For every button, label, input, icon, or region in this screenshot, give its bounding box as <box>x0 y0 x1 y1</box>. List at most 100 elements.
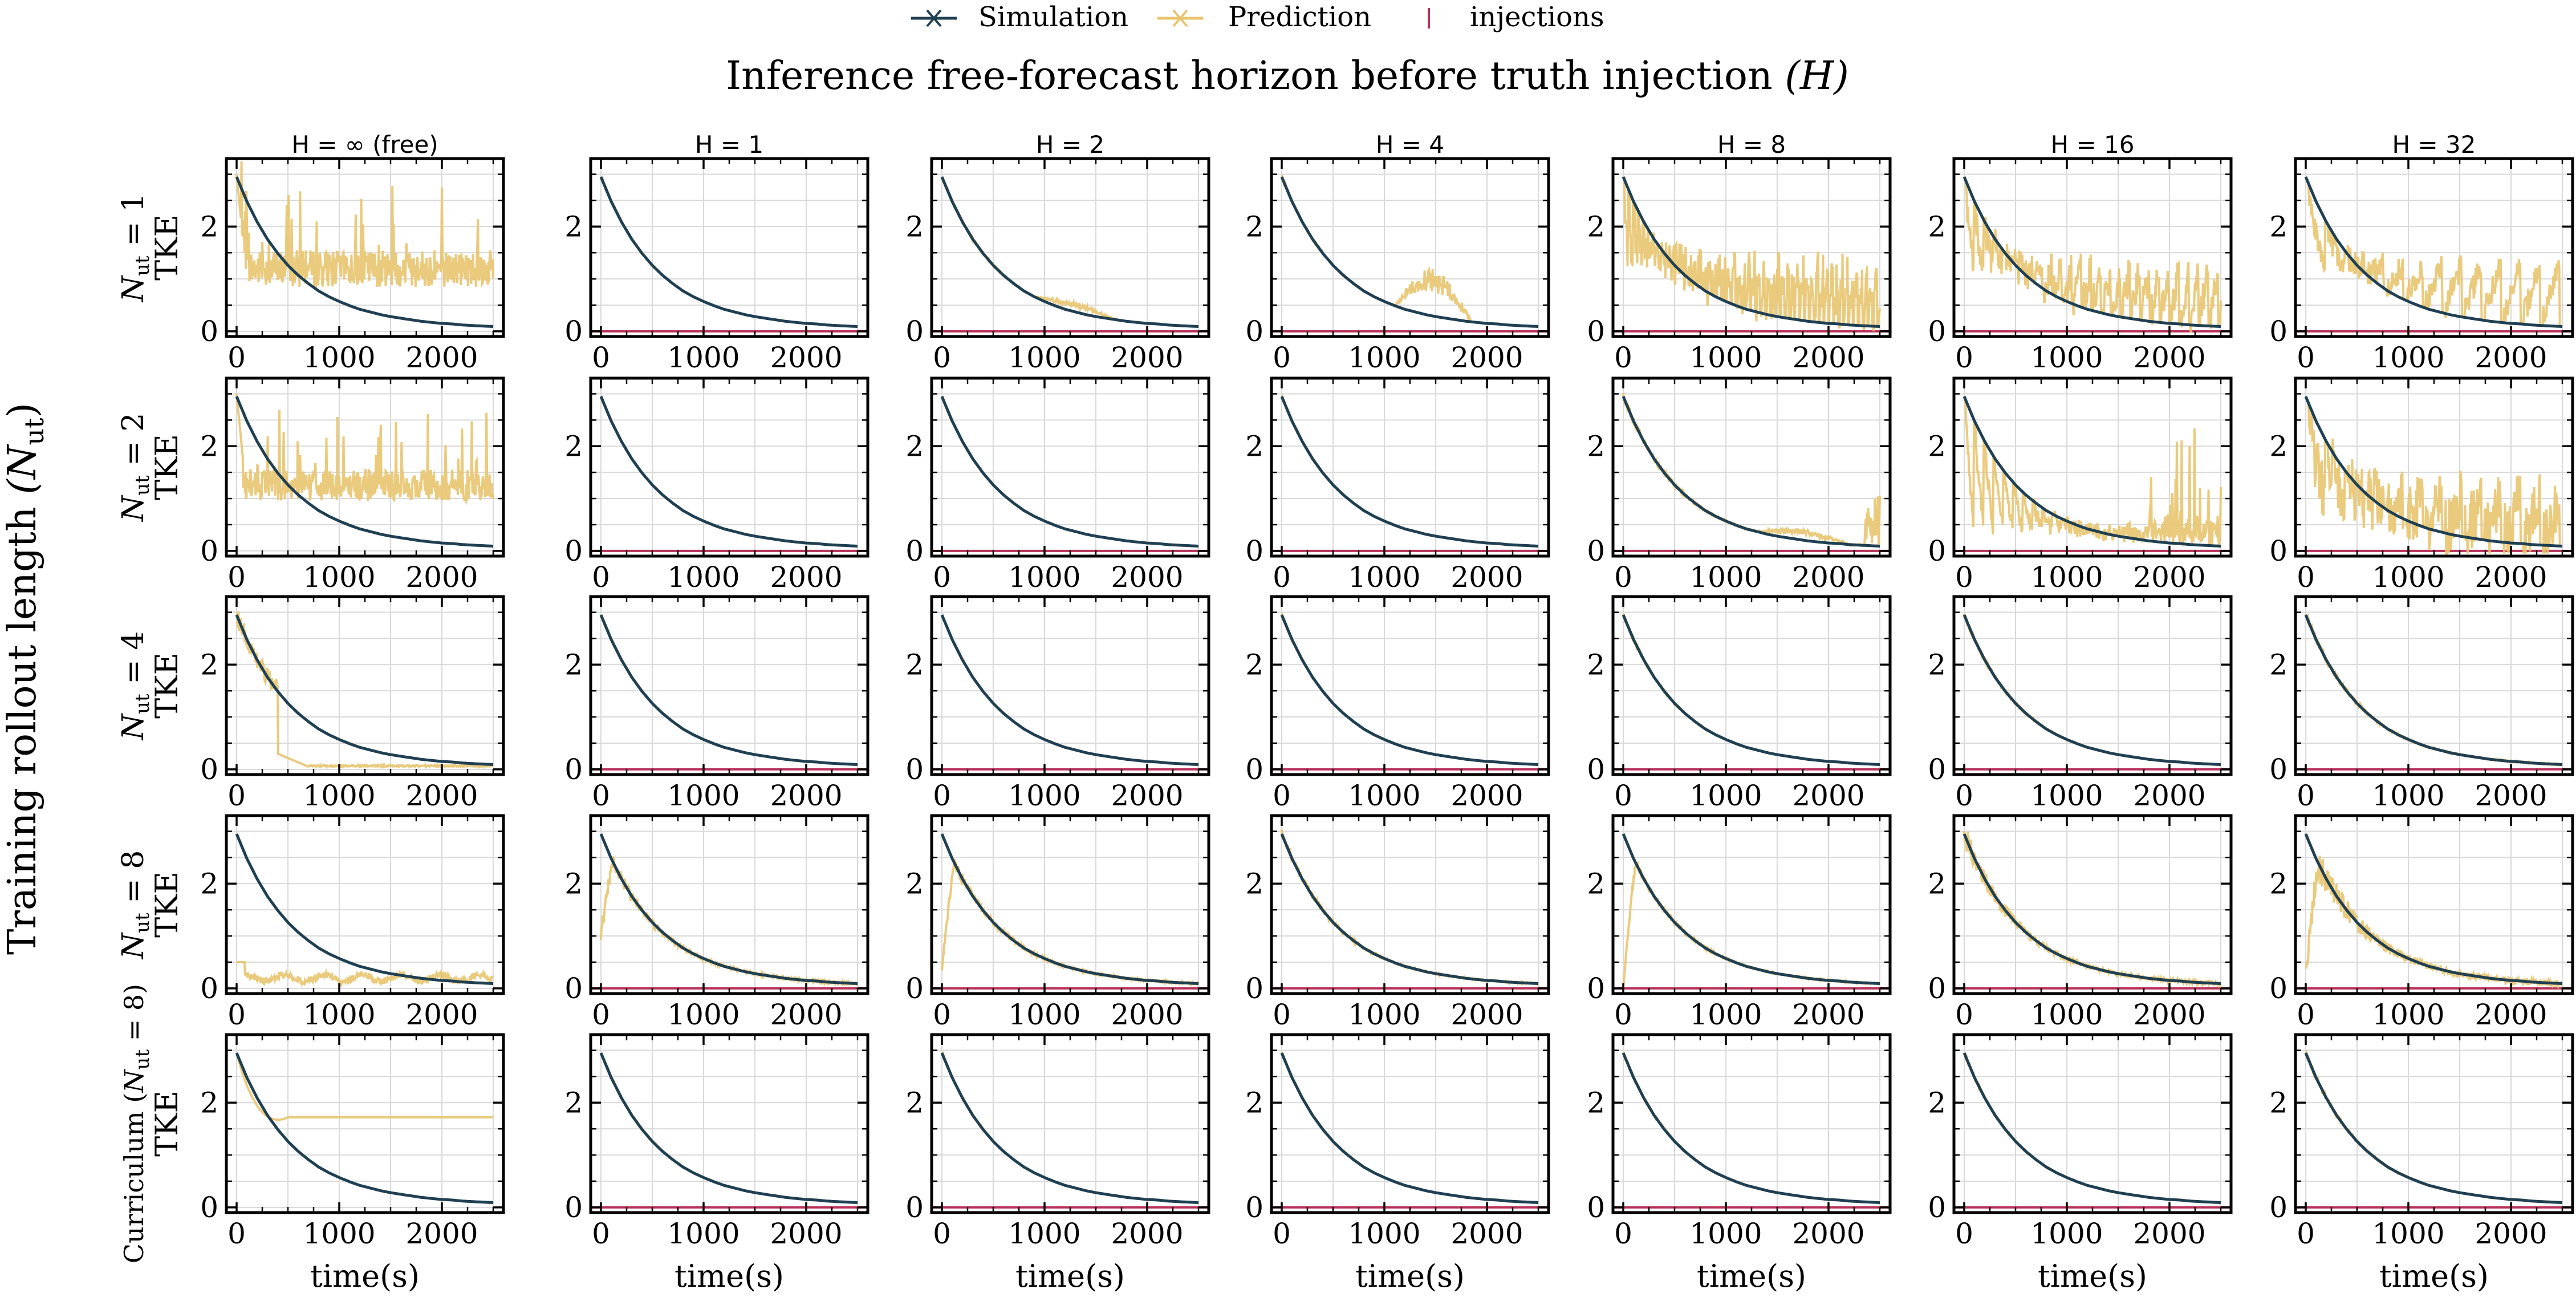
column-title: H = 8 <box>1717 131 1786 159</box>
y-tick-label: 2 <box>2269 1086 2287 1119</box>
panel-r4-c6: 0 1000 2000 0 2 time(s) <box>2269 1033 2574 1294</box>
y-tick-label: 2 <box>1245 648 1263 681</box>
simulation-line <box>599 396 858 548</box>
x-tick-label: 1000 <box>1008 998 1080 1031</box>
legend-simulation: Simulation <box>911 1 1128 33</box>
y-axis-label: TKE <box>149 872 185 938</box>
x-tick-label: 2000 <box>405 779 478 812</box>
x-tick-label: 1000 <box>1008 341 1080 374</box>
simulation-line <box>940 614 1199 767</box>
y-tick-label: 0 <box>564 972 583 1005</box>
y-tick-label: 2 <box>200 1086 218 1119</box>
x-tick-label: 0 <box>1955 779 1973 812</box>
x-tick-label: 1000 <box>1348 341 1420 374</box>
y-tick-label: 2 <box>1928 429 1946 463</box>
prediction-line <box>235 394 494 505</box>
x-tick-label: 0 <box>1273 998 1291 1031</box>
x-tick-label: 2000 <box>2475 998 2547 1031</box>
x-tick-label: 1000 <box>1689 1217 1762 1250</box>
plot-area <box>1271 613 1549 771</box>
x-marker-icon <box>926 9 942 27</box>
y-tick-label: 0 <box>1587 534 1605 568</box>
x-tick-label: 1000 <box>2372 779 2444 812</box>
panel-r3-c2: 0 1000 2000 0 2 <box>905 814 1210 1031</box>
y-tick-label: 2 <box>1587 648 1605 681</box>
y-axis-label: TKE <box>149 1091 185 1157</box>
x-tick-label: 0 <box>1273 561 1291 594</box>
simulation-line <box>1280 1052 1539 1205</box>
y-tick-label: 0 <box>905 1191 924 1224</box>
x-tick-label: 2000 <box>1792 1217 1864 1250</box>
x-tick-label: 1000 <box>1348 1217 1420 1250</box>
x-tick-label: 2000 <box>2133 1217 2205 1250</box>
simulation-line <box>599 614 858 767</box>
x-tick-label: 1000 <box>1348 779 1420 812</box>
y-tick-label: 0 <box>200 534 218 568</box>
y-tick-label: 2 <box>905 1086 924 1119</box>
plot-area <box>235 611 494 769</box>
x-tick-label: 1000 <box>1348 998 1420 1031</box>
y-tick-label: 0 <box>905 972 924 1005</box>
prediction-line <box>235 1052 493 1121</box>
simulation-line <box>235 396 494 548</box>
x-tick-label: 1000 <box>1689 998 1762 1031</box>
y-tick-label: 2 <box>2269 210 2287 243</box>
simulation-line <box>1280 614 1539 767</box>
x-tick-label: 2000 <box>405 1217 478 1250</box>
panel-r2-c6: 0 1000 2000 0 2 <box>2269 595 2574 812</box>
row-label: Curriculum (Nut = 8) <box>119 984 154 1263</box>
y-tick-label: 0 <box>1587 753 1605 786</box>
x-tick-label: 0 <box>1614 998 1632 1031</box>
simulation-line <box>2304 396 2563 548</box>
panel-r0-c6: 0 1000 2000 0 2 H = 32 <box>2269 131 2574 374</box>
panel-r2-c5: 0 1000 2000 0 2 <box>1928 595 2233 812</box>
simulation-line <box>940 176 1199 329</box>
simulation-line <box>1622 1052 1880 1205</box>
x-tick-label: 2000 <box>2133 561 2205 594</box>
simulation-line <box>1622 176 1880 329</box>
x-axis-label: time(s) <box>2038 1258 2147 1294</box>
panel-r4-c5: 0 1000 2000 0 2 time(s) <box>1928 1033 2233 1294</box>
prediction-line <box>2305 396 2563 555</box>
y-tick-label: 2 <box>1928 867 1946 900</box>
y-tick-label: 0 <box>1245 315 1263 348</box>
plot-area <box>235 1052 494 1205</box>
x-tick-label: 2000 <box>1111 779 1183 812</box>
x-tick-label: 0 <box>1614 1217 1632 1250</box>
y-tick-label: 0 <box>905 534 924 568</box>
x-tick-label: 1000 <box>2030 779 2103 812</box>
x-tick-label: 2000 <box>1792 341 1864 374</box>
y-tick-label: 2 <box>1245 429 1263 463</box>
plot-area <box>2295 1049 2573 1209</box>
plot-area <box>1271 829 1549 990</box>
y-tick-label: 2 <box>1928 210 1946 243</box>
y-tick-label: 2 <box>200 648 218 681</box>
row-label: Nut = 8 <box>116 850 154 960</box>
x-tick-label: 0 <box>227 341 246 374</box>
panel-r0-c5: 0 1000 2000 0 2 H = 16 <box>1928 131 2233 374</box>
simulation-line <box>2304 176 2563 329</box>
simulation-line <box>2304 614 2563 767</box>
x-tick-label: 0 <box>592 998 610 1031</box>
x-tick-label: 2000 <box>2133 998 2205 1031</box>
simulation-line <box>1963 614 2221 767</box>
x-marker-icon <box>1172 9 1188 27</box>
x-tick-label: 0 <box>2297 998 2315 1031</box>
simulation-line <box>235 176 494 329</box>
simulation-line <box>940 1052 1199 1205</box>
panel-r4-c2: 0 1000 2000 0 2 time(s) <box>905 1033 1210 1294</box>
x-tick-label: 1000 <box>303 561 375 594</box>
x-tick-label: 0 <box>1614 341 1632 374</box>
x-tick-label: 0 <box>1614 779 1632 812</box>
prediction-line <box>941 858 1200 987</box>
prediction-line <box>600 856 858 987</box>
panel-r0-c4: 0 1000 2000 0 2 H = 8 <box>1587 131 1892 374</box>
x-tick-label: 0 <box>2297 561 2315 594</box>
y-tick-label: 2 <box>200 867 218 900</box>
